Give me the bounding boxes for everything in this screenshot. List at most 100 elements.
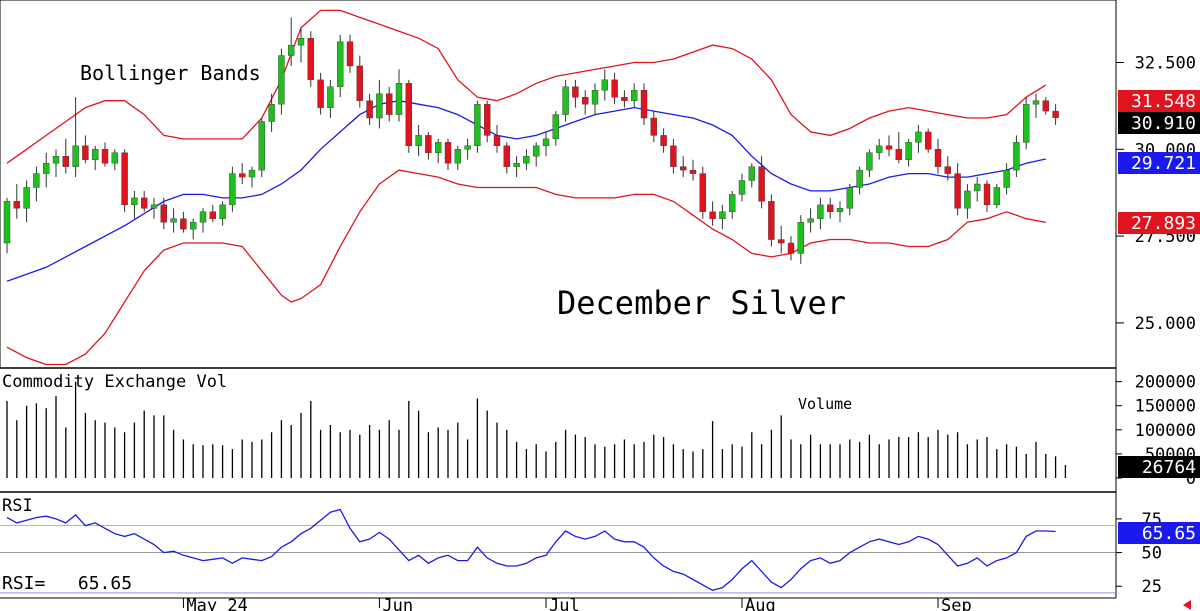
x-tick-label: Sep — [941, 596, 972, 611]
candle — [474, 100, 481, 153]
candle — [199, 208, 207, 233]
candle-body — [954, 173, 961, 209]
candle-body — [170, 218, 177, 223]
candle — [1013, 135, 1020, 178]
candle-body — [209, 211, 217, 219]
candle-body — [1013, 142, 1020, 171]
rsi-tick-label: 50 — [1142, 544, 1162, 564]
candle-body — [484, 103, 491, 136]
candle — [140, 190, 148, 212]
candle — [729, 190, 736, 219]
candle — [787, 236, 795, 261]
candle — [670, 138, 677, 174]
candle — [572, 79, 579, 108]
scroll-left-arrow-icon[interactable] — [1183, 600, 1191, 610]
candle — [934, 138, 942, 174]
lower-band-badge — [1118, 212, 1200, 234]
candle — [631, 83, 638, 108]
candle — [337, 34, 344, 98]
rsi-line — [6, 508, 1056, 591]
candle — [591, 83, 599, 115]
candle — [925, 128, 932, 153]
candle-body — [944, 166, 951, 174]
rsi-reference-lines — [0, 525, 1116, 594]
candle — [258, 118, 265, 178]
candle — [846, 184, 853, 216]
candle-body — [180, 218, 187, 230]
volume-last-badge — [1118, 456, 1200, 478]
candle-body — [611, 79, 618, 98]
candle-body — [150, 204, 158, 209]
candle-body — [111, 152, 119, 164]
candle — [170, 208, 177, 233]
candle — [885, 135, 893, 157]
candle-body — [836, 208, 844, 212]
candle — [748, 163, 755, 188]
candle — [807, 208, 814, 233]
x-tick-label: May 24 — [186, 596, 247, 611]
candle-body — [895, 149, 902, 160]
candle — [52, 149, 60, 178]
candle — [915, 124, 922, 153]
candle — [386, 86, 393, 122]
candle-body — [248, 169, 256, 178]
candle-body — [503, 145, 510, 167]
candle — [974, 177, 981, 202]
candle-body — [660, 135, 667, 147]
candle-body — [719, 211, 726, 219]
candle — [1003, 163, 1010, 195]
candle — [268, 93, 275, 132]
candle-body — [993, 187, 1000, 206]
candle — [43, 152, 50, 188]
lower-band-value: 27.893 — [1131, 213, 1196, 234]
candle — [317, 72, 324, 115]
candle-body — [983, 183, 991, 206]
candle — [425, 131, 432, 160]
candle-body — [131, 197, 138, 206]
candle-body — [709, 211, 716, 219]
candle — [454, 145, 461, 171]
candle-body — [337, 41, 344, 87]
candle-body — [229, 173, 236, 206]
price-tick-label: 32.500 — [1135, 53, 1196, 73]
candle — [238, 163, 246, 184]
candle — [895, 131, 902, 164]
last-price-badge — [1118, 112, 1200, 134]
volume-last-value: 26764 — [1142, 457, 1196, 478]
x-tick-label: Jul — [549, 596, 580, 611]
candle-body — [856, 169, 863, 188]
candle — [817, 197, 824, 230]
candle-body — [699, 173, 706, 212]
candle — [307, 31, 314, 87]
candle — [180, 211, 187, 233]
candle — [562, 79, 569, 122]
candle-body — [52, 156, 60, 164]
x-tick-label: Aug — [745, 596, 776, 611]
candle-body — [797, 221, 804, 254]
candle — [493, 124, 501, 153]
candle — [768, 194, 775, 247]
candle-body — [758, 166, 765, 202]
candle-body — [101, 149, 109, 164]
candle — [33, 166, 40, 202]
volume-panel-title: Commodity Exchange Vol — [2, 372, 227, 392]
candle-body — [650, 117, 657, 136]
x-axis: May 24 Jun Jul Aug Sep — [182, 596, 972, 611]
candle-body — [297, 37, 305, 46]
candle-body — [356, 65, 363, 101]
candle — [405, 79, 412, 153]
candle-body — [317, 79, 324, 108]
candle — [415, 124, 422, 157]
candle-body — [631, 90, 638, 101]
candle-body — [640, 90, 648, 119]
candle-body — [199, 211, 207, 223]
candle-body — [533, 145, 540, 157]
candle-body — [72, 145, 79, 167]
rsi-panel-title: RSI — [2, 496, 33, 516]
candle-body — [670, 145, 677, 167]
candle — [82, 135, 89, 164]
candle-body — [680, 166, 687, 171]
candle — [278, 48, 285, 115]
candle-body — [807, 218, 814, 223]
candle-body — [160, 204, 168, 223]
